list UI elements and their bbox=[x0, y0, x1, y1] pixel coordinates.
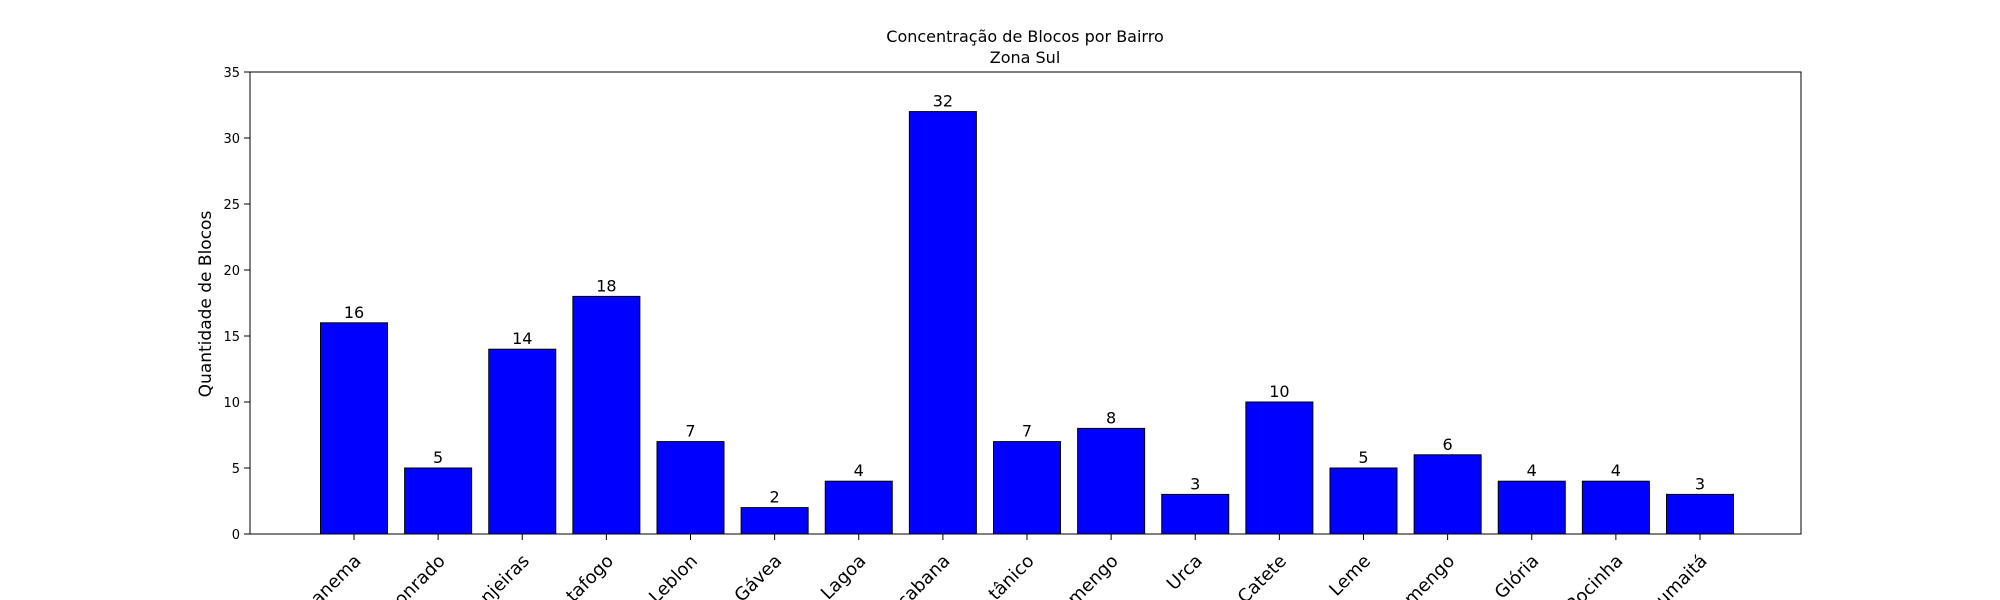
bar-value-label: 5 bbox=[1358, 448, 1368, 467]
x-tick-label: Leme bbox=[1325, 551, 1375, 600]
bars-group bbox=[320, 111, 1734, 535]
x-axis: anema onrado njeiras tafogo Leblon Gávea Lagoa… bbox=[307, 534, 1712, 600]
x-tick-label: tânico bbox=[985, 551, 1039, 600]
x-tick-label: mengo bbox=[1400, 551, 1459, 600]
data-labels-group: 16 5 14 18 7 2 4 32 7 8 3 10 5 6 4 4 3 bbox=[344, 92, 1705, 507]
bar-value-label: 4 bbox=[854, 461, 864, 480]
bar bbox=[404, 467, 473, 535]
x-tick-label: Lagoa bbox=[817, 551, 870, 600]
bar bbox=[1666, 493, 1734, 535]
chart-title: Concentração de Blocos por Bairro bbox=[886, 27, 1163, 46]
x-tick-label: mengo bbox=[1064, 551, 1123, 600]
bar bbox=[656, 441, 725, 535]
bar bbox=[320, 322, 388, 535]
bar-value-label: 7 bbox=[685, 422, 695, 441]
bar-value-label: 18 bbox=[596, 276, 616, 295]
bar-value-label: 3 bbox=[1695, 474, 1705, 493]
bar bbox=[740, 507, 809, 535]
bar bbox=[488, 348, 557, 535]
bar-value-label: 10 bbox=[1269, 382, 1289, 401]
bar bbox=[824, 480, 893, 535]
bar-value-label: 2 bbox=[770, 488, 780, 507]
bar-value-label: 32 bbox=[933, 92, 953, 111]
y-tick-label: 0 bbox=[232, 528, 240, 543]
y-tick-label: 30 bbox=[223, 132, 240, 147]
bar bbox=[1245, 401, 1314, 535]
x-tick-label: njeiras bbox=[476, 551, 533, 600]
x-tick-label: umaitá bbox=[1652, 551, 1711, 600]
x-tick-label: Leblon bbox=[645, 551, 702, 600]
x-tick-label: Catete bbox=[1234, 551, 1291, 600]
x-tick-label: Urca bbox=[1163, 551, 1207, 595]
bar-value-label: 4 bbox=[1611, 461, 1621, 480]
x-tick-label: Gávea bbox=[730, 551, 786, 600]
bar-value-label: 16 bbox=[344, 303, 364, 322]
y-axis-label: Quantidade de Blocos bbox=[196, 211, 216, 398]
bar-value-label: 8 bbox=[1106, 408, 1116, 427]
x-tick-label: onrado bbox=[390, 551, 450, 600]
y-axis: 0 5 10 15 20 25 30 35 bbox=[223, 66, 250, 543]
x-tick-label: Rocinha bbox=[1562, 551, 1627, 600]
bar-value-label: 6 bbox=[1443, 435, 1453, 454]
bar-value-label: 7 bbox=[1022, 422, 1032, 441]
bar-value-label: 14 bbox=[512, 329, 532, 348]
y-tick-label: 35 bbox=[223, 66, 240, 81]
bar bbox=[572, 295, 641, 535]
x-tick-label: cabana bbox=[893, 551, 954, 600]
bar bbox=[1161, 493, 1230, 535]
bar bbox=[1413, 454, 1482, 535]
bar bbox=[1077, 427, 1146, 535]
y-tick-label: 25 bbox=[223, 198, 240, 213]
y-tick-label: 20 bbox=[223, 264, 240, 279]
y-tick-label: 15 bbox=[223, 330, 240, 345]
bar-value-label: 4 bbox=[1527, 461, 1537, 480]
x-tick-label: anema bbox=[307, 551, 366, 600]
bar bbox=[993, 441, 1061, 535]
bar bbox=[1581, 480, 1650, 535]
y-tick-label: 5 bbox=[232, 462, 240, 477]
x-tick-label: tafogo bbox=[562, 551, 618, 600]
bar-value-label: 3 bbox=[1190, 474, 1200, 493]
bar bbox=[1497, 480, 1566, 535]
plot-frame bbox=[249, 71, 1802, 535]
x-tick-label: Glória bbox=[1491, 551, 1544, 600]
bar-value-label: 5 bbox=[433, 448, 443, 467]
bar bbox=[908, 111, 977, 535]
y-tick-label: 10 bbox=[223, 396, 240, 411]
chart-subtitle: Zona Sul bbox=[990, 48, 1061, 67]
bar bbox=[1329, 467, 1398, 535]
